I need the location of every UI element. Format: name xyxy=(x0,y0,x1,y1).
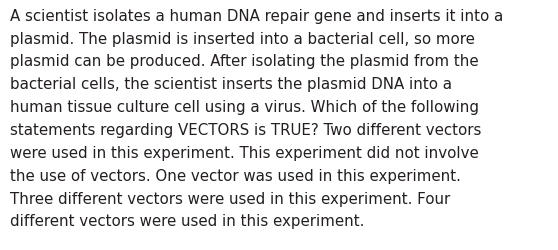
Text: bacterial cells, the scientist inserts the plasmid DNA into a: bacterial cells, the scientist inserts t… xyxy=(10,77,452,92)
Text: A scientist isolates a human DNA repair gene and inserts it into a: A scientist isolates a human DNA repair … xyxy=(10,9,503,24)
Text: were used in this experiment. This experiment did not involve: were used in this experiment. This exper… xyxy=(10,145,479,160)
Text: statements regarding VECTORS is TRUE? Two different vectors: statements regarding VECTORS is TRUE? Tw… xyxy=(10,122,482,138)
Text: plasmid can be produced. After isolating the plasmid from the: plasmid can be produced. After isolating… xyxy=(10,54,479,69)
Text: plasmid. The plasmid is inserted into a bacterial cell, so more: plasmid. The plasmid is inserted into a … xyxy=(10,32,475,46)
Text: human tissue culture cell using a virus. Which of the following: human tissue culture cell using a virus.… xyxy=(10,100,479,115)
Text: Three different vectors were used in this experiment. Four: Three different vectors were used in thi… xyxy=(10,191,450,206)
Text: different vectors were used in this experiment.: different vectors were used in this expe… xyxy=(10,214,364,228)
Text: the use of vectors. One vector was used in this experiment.: the use of vectors. One vector was used … xyxy=(10,168,461,183)
